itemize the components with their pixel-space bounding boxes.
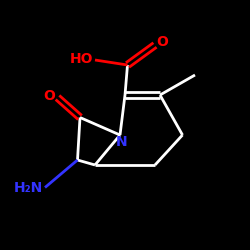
Text: H₂N: H₂N xyxy=(14,180,44,194)
Text: N: N xyxy=(116,135,127,149)
Text: O: O xyxy=(44,89,56,103)
Text: HO: HO xyxy=(70,52,93,66)
Text: O: O xyxy=(156,35,168,49)
